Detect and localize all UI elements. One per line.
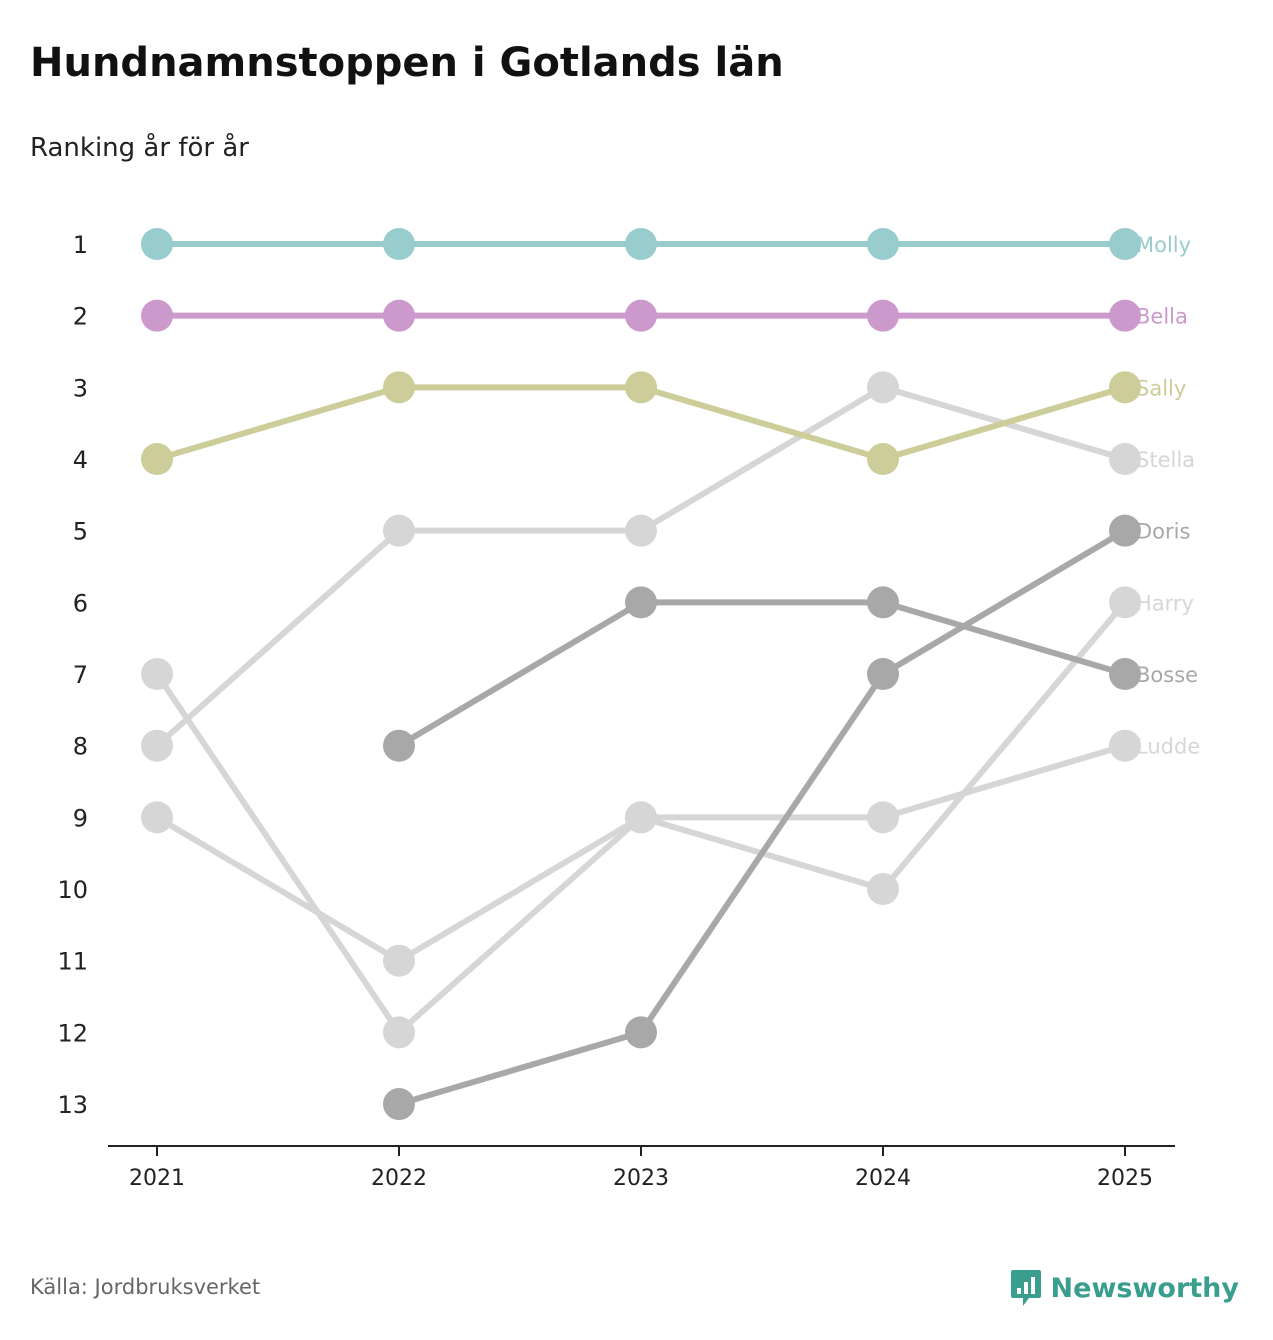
series-label-molly: Molly [1136,233,1191,257]
x-tick-label-2023: 2023 [613,1166,669,1191]
x-tick-label-2021: 2021 [129,1166,185,1191]
series-label-sally: Sally [1136,376,1186,400]
data-point-molly-2025 [1109,228,1141,260]
y-tick-label-12: 12 [57,1019,88,1047]
x-tick-label-2022: 2022 [371,1166,427,1191]
data-point-bella-2021 [141,299,173,332]
data-point-harry-2022 [383,1016,415,1049]
data-point-stella-2022 [383,514,415,547]
data-point-bosse-2023 [625,586,657,619]
series-label-bosse: Bosse [1136,663,1198,687]
data-point-doris-2025 [1109,514,1141,547]
data-point-molly-2023 [625,228,657,260]
y-tick-label-6: 6 [73,589,88,617]
data-point-sally-2024 [867,443,899,476]
y-tick-label-11: 11 [57,948,88,976]
series-line-bosse [396,599,1128,749]
series-layer: Ludde Harry Stella Bosse Doris Sally Bella Moll… [141,228,1200,1121]
y-tick-label-2: 2 [73,303,88,331]
data-point-molly-2024 [867,228,899,260]
data-point-bosse-2024 [867,586,899,619]
y-tick-label-10: 10 [57,876,88,904]
data-point-doris-2022 [383,1088,415,1121]
data-point-stella-2021 [141,729,173,762]
data-point-bella-2025 [1109,299,1141,332]
y-tick-label-4: 4 [73,446,88,474]
newsworthy-logo-icon [1010,1270,1041,1306]
series-label-harry: Harry [1136,591,1194,615]
data-point-bosse-2025 [1109,658,1141,691]
data-point-doris-2024 [867,658,899,691]
data-point-harry-2024 [867,873,899,906]
chart-title: Hundnamnstoppen i Gotlands län [30,40,784,86]
y-tick-label-9: 9 [73,804,88,832]
series-sally: Sally [141,371,1186,476]
data-point-sally-2022 [383,371,415,404]
chart-subtitle: Ranking år för år [30,133,249,163]
data-point-ludde-2024 [867,801,899,834]
brand-logo: Newsworthy [1009,1268,1239,1308]
y-tick-label-7: 7 [73,661,88,689]
y-tick-label-13: 13 [57,1091,88,1119]
series-label-bella: Bella [1136,305,1188,329]
series-bella: Bella [141,299,1188,332]
series-stella: Stella [141,371,1195,762]
series-label-stella: Stella [1136,448,1195,472]
data-point-molly-2022 [383,228,415,260]
data-point-ludde-2022 [383,944,415,977]
x-tick-label-2025: 2025 [1097,1166,1153,1191]
data-point-doris-2023 [625,1016,657,1049]
data-point-bella-2022 [383,299,415,332]
series-line-doris [396,527,1128,1108]
data-point-ludde-2021 [141,801,173,834]
series-line-stella [154,384,1128,749]
x-axis: 2021 2022 2023 2024 2025 [108,1145,1175,1191]
data-point-ludde-2025 [1109,729,1141,762]
y-tick-label-1: 1 [73,231,88,259]
data-point-molly-2021 [141,228,173,260]
series-label-doris: Doris [1136,520,1190,544]
data-point-stella-2024 [867,371,899,404]
source-note: Källa: Jordbruksverket [30,1275,261,1299]
series-ludde: Ludde [141,729,1200,977]
series-bosse: Bosse [383,586,1198,762]
data-point-harry-2023 [625,801,657,834]
data-point-stella-2025 [1109,443,1141,476]
data-point-bella-2024 [867,299,899,332]
data-point-stella-2023 [625,514,657,547]
data-point-harry-2021 [141,658,173,691]
y-tick-label-8: 8 [73,733,88,761]
series-label-ludde: Ludde [1136,735,1200,759]
x-tick-label-2024: 2024 [855,1166,911,1191]
series-molly: Molly [141,228,1191,260]
series-doris: Doris [383,514,1190,1121]
data-point-sally-2025 [1109,371,1141,404]
series-harry: Harry [141,586,1194,1049]
data-point-harry-2025 [1109,586,1141,619]
data-point-sally-2021 [141,443,173,476]
data-point-bosse-2022 [383,729,415,762]
data-point-bella-2023 [625,299,657,332]
data-point-sally-2023 [625,371,657,404]
y-tick-label-5: 5 [73,518,88,546]
brand-name: Newsworthy [1050,1272,1239,1304]
y-tick-label-3: 3 [73,374,88,402]
